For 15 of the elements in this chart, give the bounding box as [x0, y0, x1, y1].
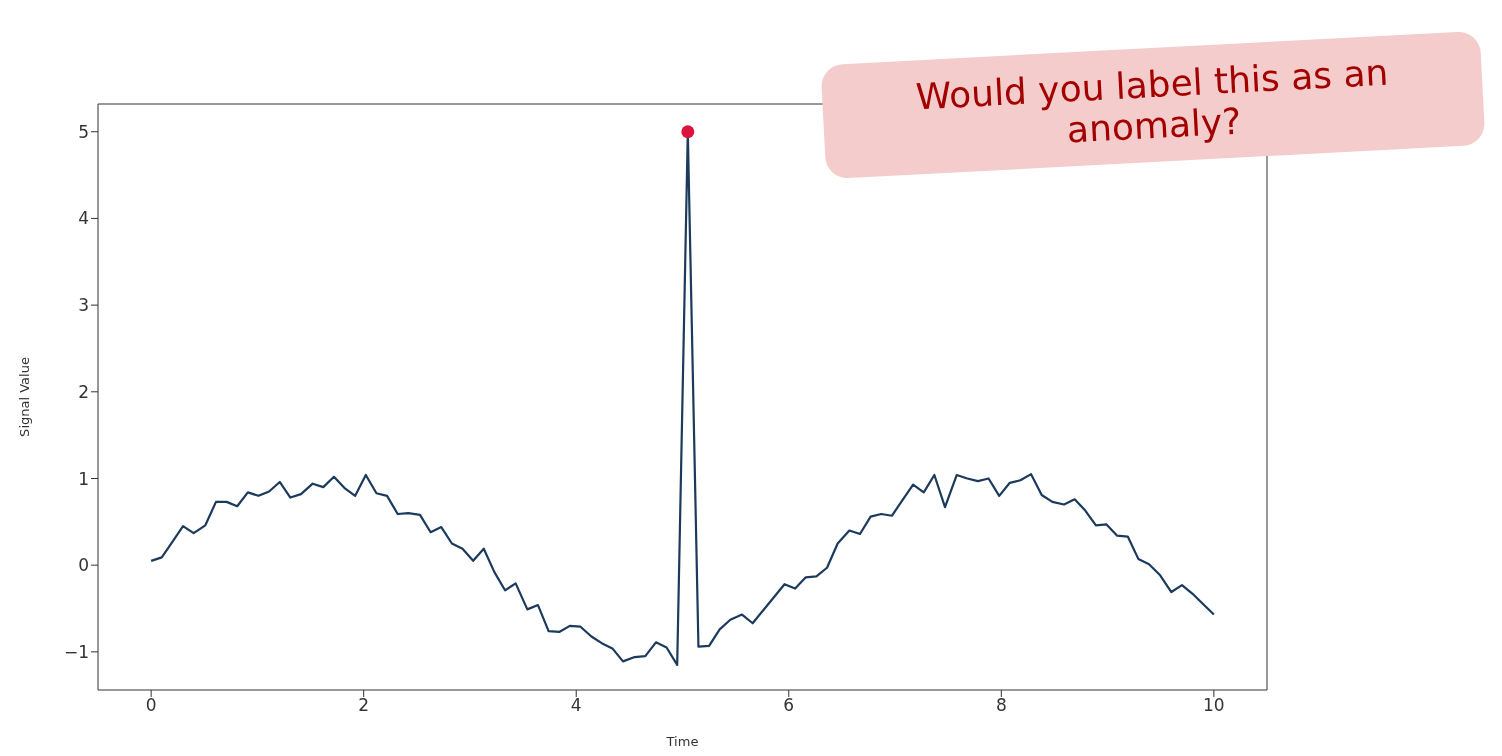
- x-tick-label: 2: [358, 695, 370, 716]
- x-tick-label: 6: [783, 695, 795, 716]
- y-tick-label: 2: [78, 381, 89, 402]
- x-tick-label: 10: [1203, 695, 1225, 716]
- y-tick-label: −1: [63, 641, 89, 662]
- y-tick-label: 1: [78, 468, 89, 489]
- y-tick-label: 4: [78, 208, 89, 229]
- y-tick-label: 5: [78, 121, 89, 142]
- y-axis-title: Signal Value: [16, 357, 32, 437]
- x-tick-label: 0: [145, 695, 157, 716]
- y-tick-label: 0: [78, 555, 89, 576]
- x-axis-title: Time: [665, 734, 699, 749]
- x-tick-label: 8: [995, 695, 1007, 716]
- y-tick-label: 3: [78, 295, 89, 316]
- x-tick-label: 4: [570, 695, 582, 716]
